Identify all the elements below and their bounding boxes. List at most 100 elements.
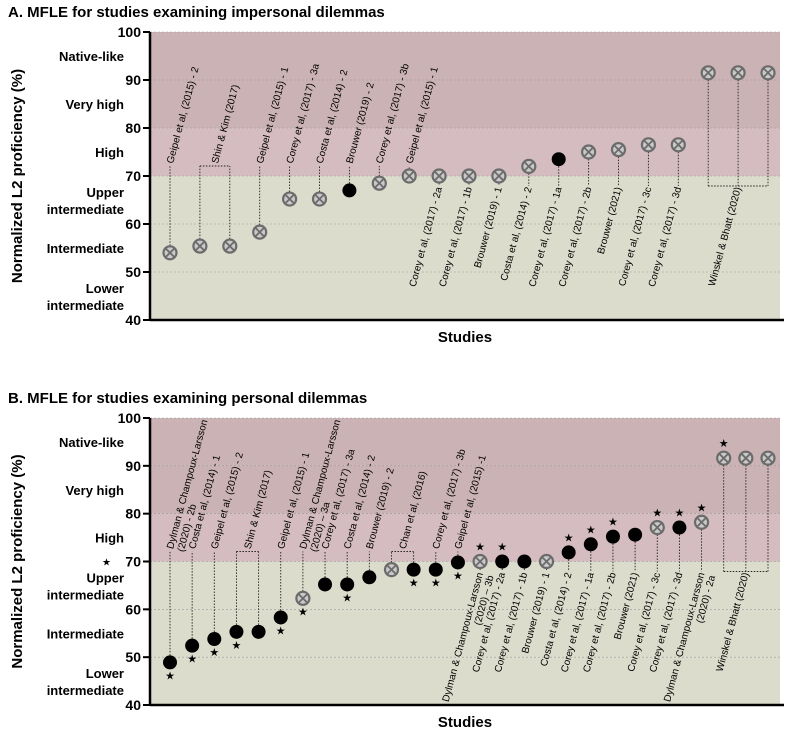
cross-line	[763, 68, 773, 78]
cross-line	[298, 593, 308, 603]
band-label-line: Very high	[65, 483, 124, 498]
data-point-filled	[342, 183, 357, 198]
band-label-line: High	[95, 145, 124, 160]
data-point-filled	[551, 152, 566, 167]
band-label: Native-like	[59, 49, 124, 64]
data-point-cross	[192, 238, 208, 254]
cross-line	[696, 517, 707, 527]
band-label: Very high	[65, 483, 124, 498]
data-point-filled: ★	[450, 555, 465, 582]
significance-star: ★	[475, 542, 485, 554]
cross-line	[225, 241, 235, 251]
data-point-filled: ★	[672, 508, 687, 535]
cross-line	[719, 453, 729, 463]
data-point-cross	[670, 137, 686, 153]
filled-circle-marker	[229, 624, 244, 639]
filled-circle-marker	[251, 624, 266, 639]
significance-star: ★	[608, 517, 618, 529]
cross-line	[284, 194, 295, 204]
significance-star: ★	[586, 524, 596, 536]
band-label-line: Intermediate	[47, 241, 124, 256]
filled-circle-marker	[342, 183, 357, 198]
filled-circle-marker	[163, 655, 177, 670]
proficiency-band	[150, 176, 780, 224]
significance-star: ★	[497, 542, 507, 554]
band-label-line: Native-like	[59, 435, 124, 450]
y-tick-label: 40	[125, 697, 141, 713]
proficiency-band	[150, 657, 780, 705]
data-point-cross: ★	[716, 438, 732, 466]
data-point-cross	[252, 224, 268, 240]
data-point-filled: ★	[605, 517, 620, 544]
data-point-filled	[251, 624, 266, 639]
significance-star: ★	[697, 502, 707, 514]
filled-circle-marker	[628, 527, 643, 542]
significance-star-key: ★	[102, 558, 111, 569]
significance-star: ★	[431, 578, 441, 590]
band-label-line: Intermediate	[47, 626, 124, 641]
proficiency-band	[150, 272, 780, 320]
data-point-cross	[538, 553, 555, 570]
data-point-cross	[760, 65, 776, 81]
x-axis-label: Studies	[438, 329, 492, 346]
filled-circle-marker	[340, 577, 355, 592]
data-point-cross	[491, 168, 507, 184]
filled-circle-marker	[362, 570, 377, 585]
data-point-filled	[362, 570, 377, 585]
cross-line	[741, 453, 751, 463]
data-point-cross: ★	[472, 542, 488, 570]
data-point-cross	[461, 168, 477, 184]
band-label-line: Very high	[65, 97, 124, 112]
band-label-line: Upper	[86, 185, 124, 200]
y-tick-label: 40	[125, 312, 141, 328]
significance-star: ★	[674, 508, 684, 520]
band-label: Lower intermediate	[47, 666, 124, 698]
band-label-line: Lower	[86, 666, 124, 681]
band-label: Intermediate	[47, 626, 124, 641]
x-axis-label: Studies	[438, 714, 492, 731]
chart-title: B. MFLE for studies examining personal d…	[8, 390, 367, 407]
data-point-cross	[311, 191, 328, 207]
y-tick-label: 80	[125, 506, 141, 522]
filled-circle-marker	[583, 537, 598, 552]
y-tick-label: 100	[118, 410, 142, 426]
data-point-cross: ★	[295, 590, 311, 618]
band-label-line: intermediate	[47, 202, 124, 217]
significance-star: ★	[165, 670, 175, 682]
cross-line	[475, 556, 485, 567]
significance-star: ★	[342, 592, 352, 604]
cross-line	[652, 522, 662, 533]
chart-title: A. MFLE for studies examining impersonal…	[8, 4, 385, 21]
cross-line	[165, 248, 175, 258]
data-point-filled	[318, 577, 333, 592]
data-point-cross	[371, 175, 387, 191]
filled-circle-marker	[517, 554, 532, 569]
band-label-line: intermediate	[47, 298, 124, 313]
significance-star: ★	[298, 606, 308, 618]
y-tick-label: 80	[125, 120, 141, 136]
filled-circle-marker	[318, 577, 333, 592]
cross-line	[763, 453, 773, 463]
band-label: Upper intermediate	[47, 570, 124, 602]
chart-panel-b: Native-like Very high High Upper intermediat…	[8, 390, 784, 731]
data-point-filled: ★	[583, 524, 598, 552]
significance-star: ★	[652, 508, 662, 520]
y-tick-label: 50	[125, 649, 141, 665]
band-label-line: Upper	[86, 570, 124, 585]
significance-star: ★	[453, 570, 463, 582]
cross-line	[733, 68, 743, 78]
data-point-cross: ★	[649, 508, 665, 536]
filled-circle-marker	[207, 631, 222, 646]
cross-line	[195, 241, 205, 251]
y-tick-label: 100	[118, 24, 142, 40]
filled-circle-marker	[273, 610, 288, 625]
band-label: Lower intermediate	[47, 281, 124, 313]
band-label-line: Lower	[86, 281, 124, 296]
significance-star: ★	[232, 640, 242, 652]
data-point-cross	[222, 238, 238, 254]
data-point-cross	[282, 191, 298, 207]
data-point-filled: ★	[207, 631, 222, 659]
band-label: Upper intermediate	[47, 185, 124, 217]
filled-circle-marker	[450, 555, 465, 570]
